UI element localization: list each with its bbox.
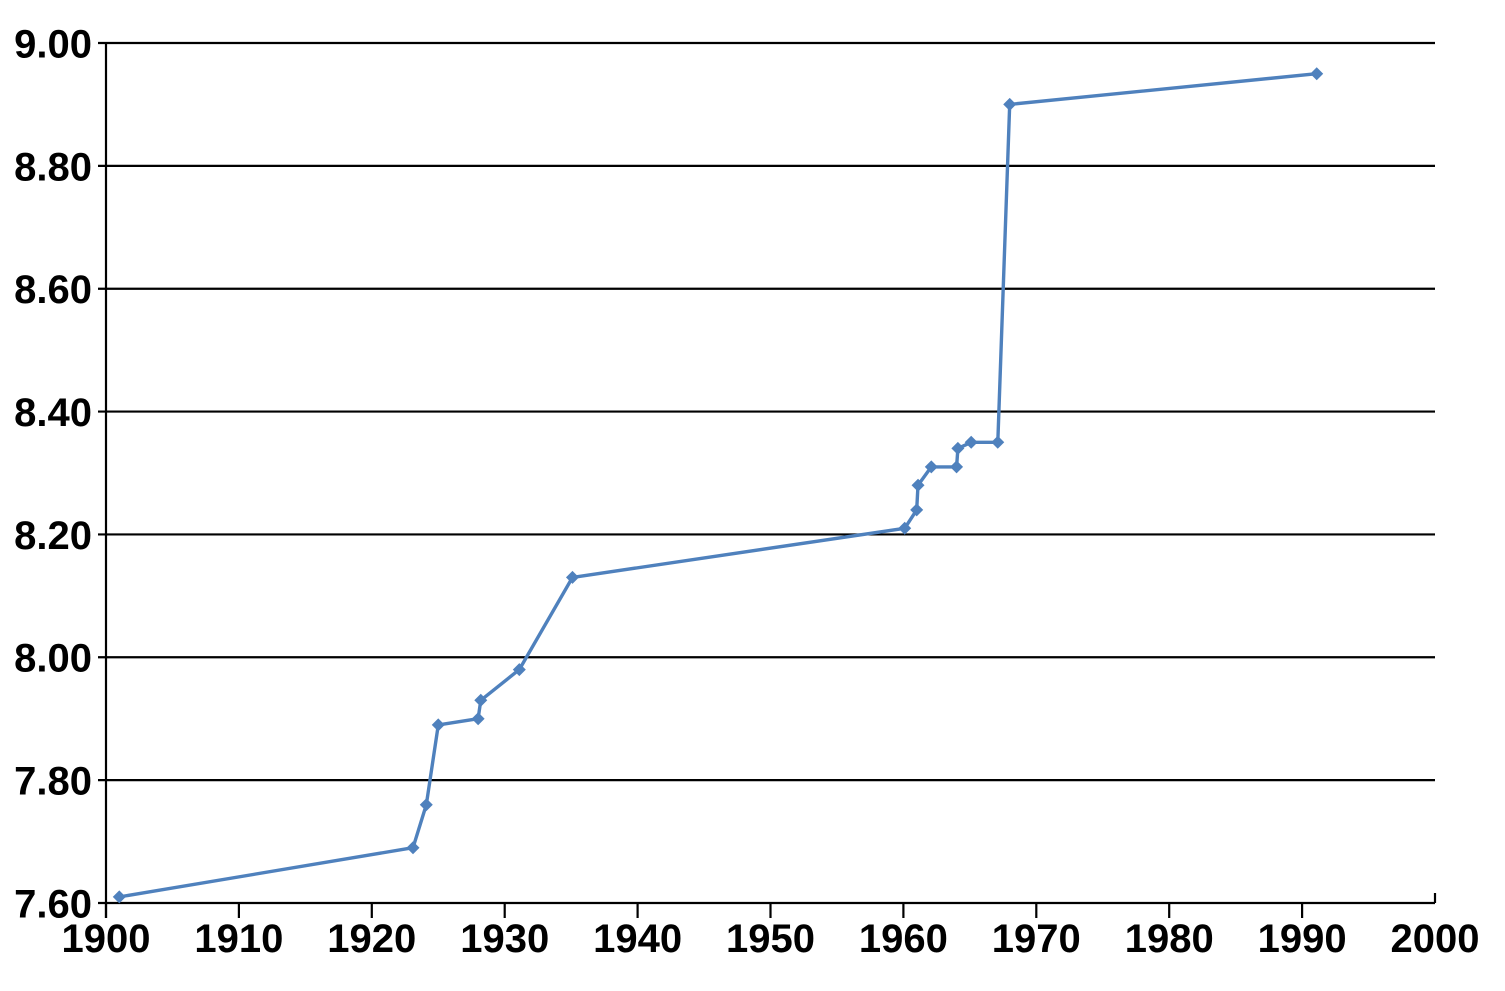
data-point-marker <box>898 521 912 535</box>
data-point-marker <box>419 798 433 812</box>
data-point-marker <box>951 441 965 455</box>
y-axis-tick-label: 8.80 <box>14 145 92 189</box>
y-axis-tick-label: 7.60 <box>14 882 92 926</box>
data-point-marker <box>431 718 445 732</box>
y-axis-tick-label: 8.60 <box>14 268 92 312</box>
data-point-marker <box>406 841 420 855</box>
x-axis-tick-label: 2000 <box>1391 917 1480 961</box>
y-axis-tick-label: 8.00 <box>14 637 92 681</box>
x-axis-tick-label: 1920 <box>327 917 416 961</box>
y-axis-tick-label: 7.80 <box>14 760 92 804</box>
data-point-marker <box>924 460 938 474</box>
data-point-marker <box>1003 97 1017 111</box>
data-point-marker <box>991 435 1005 449</box>
x-axis-tick-label: 1950 <box>726 917 815 961</box>
x-axis-tick-label: 1990 <box>1258 917 1347 961</box>
y-axis-tick-label: 8.20 <box>14 514 92 558</box>
data-point-marker <box>911 478 925 492</box>
data-point-marker <box>565 570 579 584</box>
y-axis-tick-label: 9.00 <box>14 22 92 66</box>
data-point-marker <box>950 460 964 474</box>
y-axis-tick-label: 8.40 <box>14 391 92 435</box>
data-point-marker <box>474 693 488 707</box>
data-point-marker <box>512 663 526 677</box>
x-axis-tick-label: 1970 <box>992 917 1081 961</box>
x-axis-tick-label: 1910 <box>194 917 283 961</box>
x-axis-tick-label: 1980 <box>1125 917 1214 961</box>
data-line <box>117 72 1319 899</box>
x-axis-tick-label: 1900 <box>62 917 151 961</box>
x-axis-tick-label: 1940 <box>593 917 682 961</box>
data-point-marker <box>910 503 924 517</box>
data-point-marker <box>112 890 126 904</box>
data-point-marker <box>1310 67 1324 81</box>
x-axis-tick-label: 1930 <box>460 917 549 961</box>
data-point-marker <box>471 712 485 726</box>
x-axis-tick-label: 1960 <box>859 917 948 961</box>
data-point-marker <box>964 435 978 449</box>
